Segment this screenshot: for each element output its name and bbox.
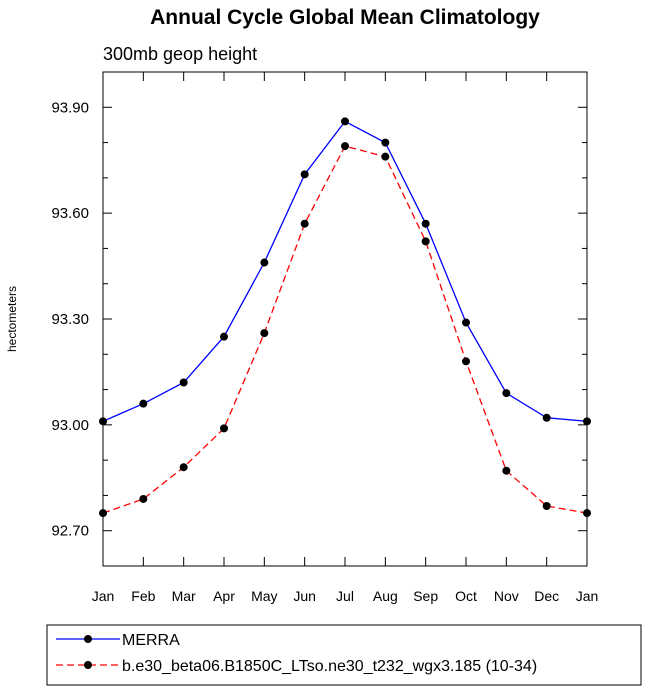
legend-marker-model [84, 661, 92, 669]
x-tick-label: Nov [494, 588, 519, 604]
data-point [99, 417, 107, 426]
data-point [99, 509, 107, 518]
y-tick-label: 93.60 [51, 205, 89, 222]
data-point [300, 170, 309, 179]
series-line-1 [102, 145, 588, 514]
data-point [260, 329, 269, 338]
chart-subtitle: 300mb geop height [103, 44, 257, 64]
legend-label-model: b.e30_beta06.B1850C_LTso.ne30_t232_wgx3.… [122, 658, 537, 675]
data-point [179, 463, 188, 472]
data-point [583, 509, 591, 518]
data-point [462, 357, 470, 366]
legend-label-merra: MERRA [122, 632, 180, 649]
data-point [462, 318, 470, 327]
data-point [421, 219, 430, 228]
data-point [220, 424, 228, 433]
x-tick-label: Mar [172, 588, 196, 604]
data-point [341, 117, 349, 126]
data-point [542, 502, 551, 511]
y-axis: 92.70 93.00 93.30 93.60 93.90 [51, 71, 587, 567]
x-tick-label: May [251, 588, 277, 604]
x-tick-label: Apr [213, 588, 235, 604]
data-point [139, 399, 148, 408]
data-point [542, 413, 551, 422]
x-tick-label: Jan [576, 588, 599, 604]
x-tick-label: Jul [336, 588, 354, 604]
y-tick-label: 93.90 [51, 99, 89, 116]
legend: MERRA b.e30_beta06.B1850C_LTso.ne30_t232… [56, 632, 537, 675]
data-point [502, 389, 511, 398]
data-point [381, 138, 390, 147]
x-tick-label: Jan [92, 588, 115, 604]
data-point [139, 494, 148, 503]
legend-marker-merra [84, 635, 92, 643]
data-point [421, 237, 430, 246]
series-layer [99, 117, 591, 518]
x-tick-label: Sep [413, 588, 438, 604]
data-point [220, 332, 228, 341]
x-tick-label: Dec [534, 588, 559, 604]
x-tick-label: Jun [293, 588, 316, 604]
data-point [381, 152, 390, 161]
x-tick-label: Feb [131, 588, 155, 604]
y-tick-label: 93.00 [51, 417, 89, 434]
data-point [502, 466, 511, 475]
y-axis-label: hectometers [5, 286, 19, 352]
x-tick-label: Oct [455, 588, 477, 604]
chart-title: Annual Cycle Global Mean Climatology [150, 6, 540, 29]
y-tick-label: 92.70 [51, 523, 89, 540]
series-line-0 [102, 120, 588, 422]
x-axis: Jan Feb Mar Apr May Jun Jul Aug Sep Oct Nov Dec Jan [92, 72, 599, 604]
y-tick-label: 93.30 [51, 311, 89, 328]
x-tick-label: Aug [373, 588, 398, 604]
data-point [583, 417, 591, 426]
data-point [341, 142, 349, 151]
legend-box [46, 624, 642, 686]
data-point [300, 219, 309, 228]
data-point [179, 378, 188, 387]
data-point [260, 258, 269, 267]
